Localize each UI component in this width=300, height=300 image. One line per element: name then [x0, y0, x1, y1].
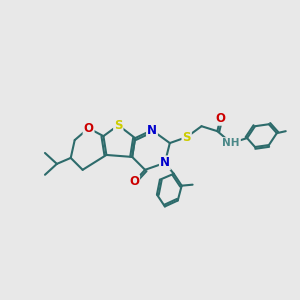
Text: N: N	[160, 156, 170, 170]
Text: O: O	[129, 175, 139, 188]
Text: O: O	[215, 112, 225, 125]
Text: S: S	[182, 130, 191, 144]
Text: S: S	[114, 119, 122, 132]
Text: N: N	[147, 124, 157, 137]
Text: O: O	[84, 122, 94, 135]
Text: NH: NH	[223, 138, 240, 148]
